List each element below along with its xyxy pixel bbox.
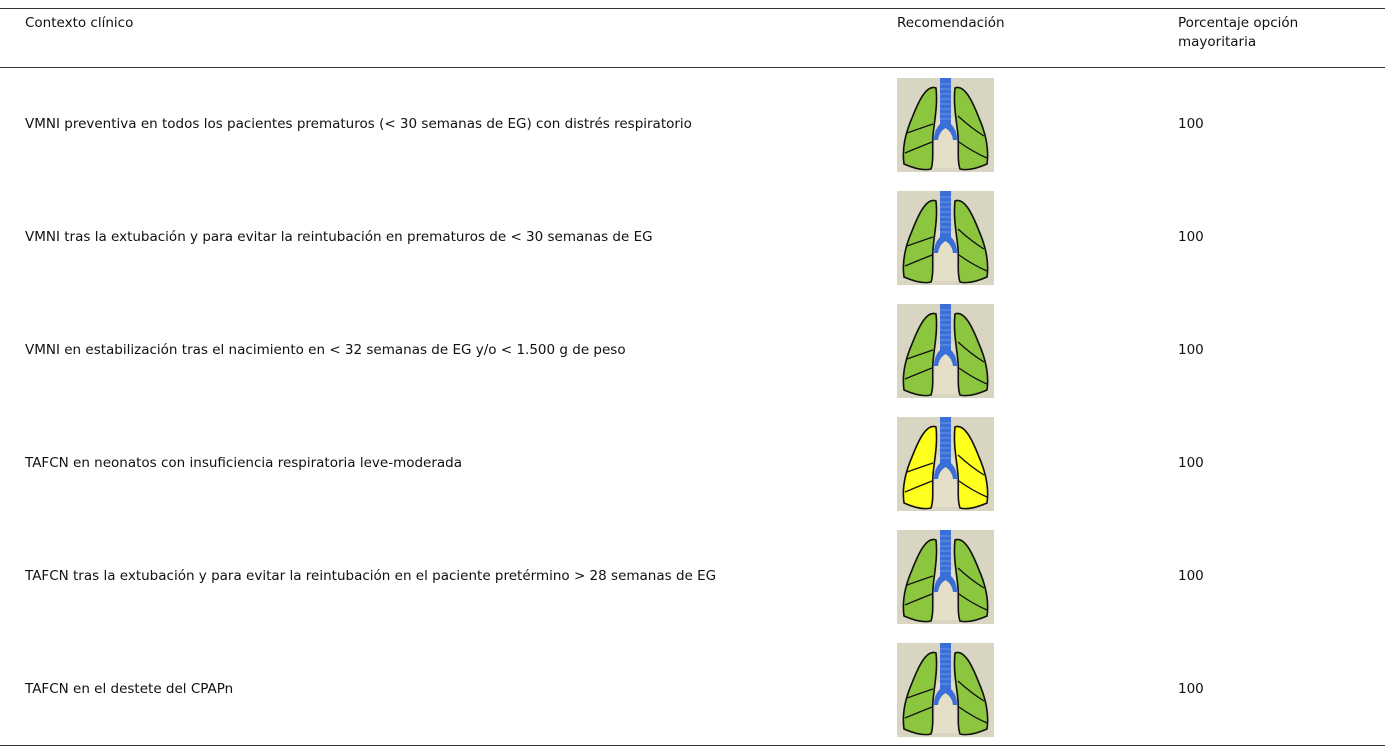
header-cell: Contexto clínico — [25, 15, 134, 31]
left-lobe-lines — [904, 461, 934, 493]
context-cell: TAFCN en el destete del CPAPn — [25, 680, 234, 697]
left-lobe-lines — [904, 348, 934, 380]
lung-icon — [897, 529, 994, 624]
left-lobe-lines — [904, 235, 934, 267]
top-rule — [0, 8, 1385, 9]
context-cell: TAFCN tras la extubación y para evitar l… — [25, 567, 717, 584]
percentage-cell: 100 — [1178, 341, 1204, 358]
right-lobe-lines — [957, 341, 988, 385]
header-cell: Recomendación — [897, 15, 1005, 31]
right-lung — [953, 199, 989, 283]
right-lung — [953, 425, 989, 509]
left-lobe-lines — [904, 574, 934, 606]
right-lung — [953, 538, 989, 622]
header-cell: Porcentaje opción mayoritaria — [1178, 15, 1299, 50]
context-cell: VMNI preventiva en todos los pacientes p… — [25, 115, 692, 132]
percentage-cell: 100 — [1178, 115, 1204, 132]
right-lung — [953, 86, 989, 170]
lung-icon — [897, 642, 994, 737]
lung-icon — [897, 190, 994, 285]
left-lobe-lines — [904, 687, 934, 719]
right-lung — [953, 651, 989, 735]
percentage-cell: 100 — [1178, 680, 1204, 697]
right-lobe-lines — [957, 680, 988, 724]
context-cell: VMNI en estabilización tras el nacimient… — [25, 341, 626, 358]
left-lobe-lines — [904, 122, 934, 154]
right-lobe-lines — [957, 228, 988, 272]
right-lobe-lines — [957, 115, 988, 159]
lung-icon — [897, 416, 994, 511]
percentage-cell: 100 — [1178, 454, 1204, 471]
right-lung — [953, 312, 989, 396]
lung-icon — [897, 77, 994, 172]
context-cell: VMNI tras la extubación y para evitar la… — [25, 228, 653, 245]
lung-icon — [897, 303, 994, 398]
context-cell: TAFCN en neonatos con insuficiencia resp… — [25, 454, 463, 471]
percentage-cell: 100 — [1178, 567, 1204, 584]
right-lobe-lines — [957, 454, 988, 498]
percentage-cell: 100 — [1178, 228, 1204, 245]
right-lobe-lines — [957, 567, 988, 611]
header-rule — [0, 67, 1385, 68]
